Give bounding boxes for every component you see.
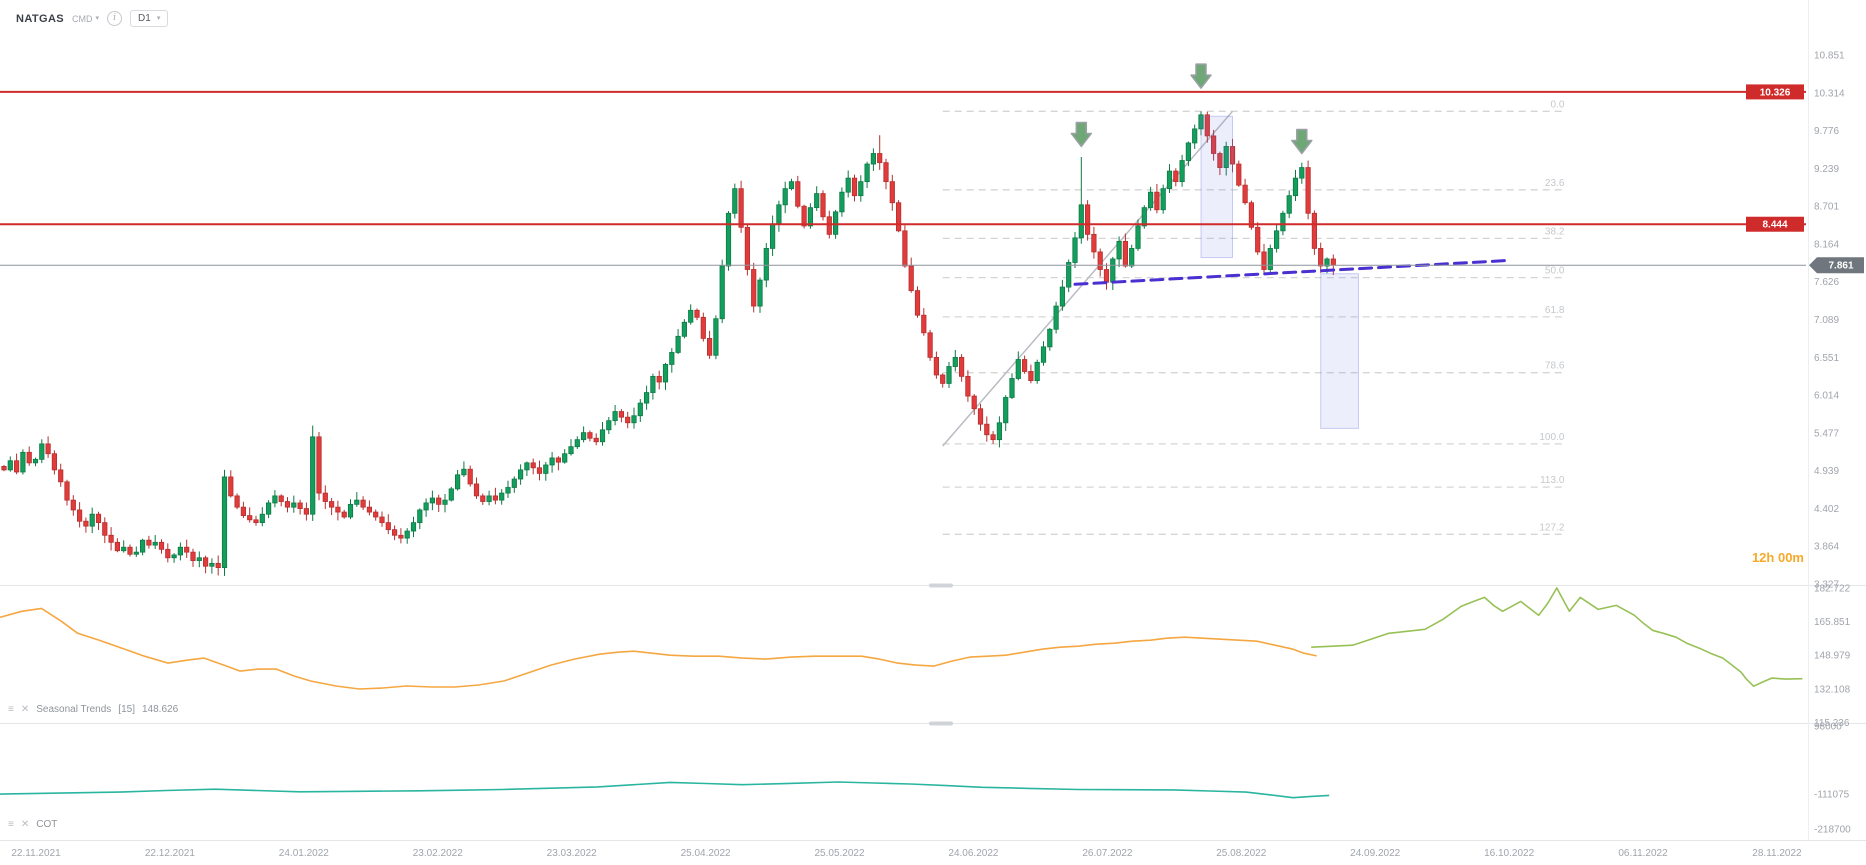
market-tag-label: CMD (72, 13, 93, 24)
indicator-axis-label: 148.979 (1814, 651, 1851, 662)
timeframe-label: D1 (138, 13, 151, 24)
fibonacci-level-label: 113.0 (1540, 475, 1565, 486)
fibonacci-level-label: 100.0 (1539, 432, 1564, 443)
chart-header: NATGAS CMD ▾ i D1 ▾ (16, 10, 169, 27)
indicator-axis-label: 132.108 (1814, 684, 1851, 695)
time-axis-label: 24.06.2022 (948, 848, 998, 859)
fibonacci-level-label: 38.2 (1545, 226, 1565, 237)
sell-arrow-icon[interactable] (1291, 128, 1313, 155)
highlight-zone[interactable] (1200, 115, 1233, 259)
time-axis-label: 25.08.2022 (1216, 848, 1266, 859)
current-price-tag (1809, 257, 1864, 274)
indicator-axis-label: 165.851 (1814, 617, 1851, 628)
fibonacci-level-label: 78.6 (1545, 361, 1565, 372)
indicator-close-icon[interactable]: ✕ (20, 818, 30, 830)
sell-arrow-icon[interactable] (1190, 63, 1212, 89)
indicator-value: 148.626 (141, 704, 179, 715)
seasonal-indicator-label: ≡ ✕ Seasonal Trends [15] 148.626 (8, 704, 178, 715)
seasonal-history (0, 607, 1317, 690)
indicator-name: Seasonal Trends (36, 704, 112, 715)
indicator-axis-label: -111075 (1814, 790, 1850, 801)
time-axis-label: 28.11.2022 (1752, 848, 1802, 859)
price-axis-label: 10.851 (1814, 51, 1845, 62)
price-axis-label: 6.551 (1814, 353, 1839, 364)
chevron-down-icon: ▾ (156, 15, 161, 22)
cot-line (0, 781, 1330, 799)
time-axis-label: 06.11.2022 (1618, 848, 1668, 859)
time-axis-label: 23.03.2022 (547, 848, 597, 859)
chevron-down-icon: ▾ (95, 15, 100, 22)
resistance-price-tag-label: 8.444 (1762, 220, 1787, 231)
indicator-name: COT (36, 819, 58, 830)
indicator-axis-label: -218700 (1814, 825, 1851, 836)
price-axis-label: 4.939 (1814, 466, 1839, 477)
resistance-price-tag-label: 10.326 (1760, 87, 1791, 98)
time-axis-label: 16.10.2022 (1484, 848, 1534, 859)
price-axis-label: 6.014 (1814, 391, 1839, 402)
panel-resize-grip[interactable] (929, 721, 953, 726)
price-axis-label: 9.776 (1814, 126, 1839, 137)
price-axis-label: 10.314 (1814, 88, 1845, 99)
market-tag[interactable]: CMD ▾ (72, 14, 99, 24)
price-axis-label: 5.477 (1814, 428, 1839, 439)
price-axis-label: 3.327 (1814, 580, 1839, 591)
price-axis-label: 8.164 (1814, 239, 1839, 250)
indicator-axis-label: 182.722 (1814, 584, 1851, 595)
price-axis-label: 4.402 (1814, 504, 1839, 515)
price-axis-label: 3.864 (1814, 542, 1839, 553)
indicator-menu-icon[interactable]: ≡ (8, 818, 14, 830)
timeframe-selector[interactable]: D1 ▾ (130, 10, 169, 27)
resistance-price-tag (1746, 216, 1804, 232)
cot-indicator-label: ≡ ✕ COT (8, 819, 57, 830)
price-axis-label: 9.239 (1814, 164, 1839, 175)
resistance-price-tag (1746, 84, 1804, 100)
time-axis-label: 22.11.2021 (11, 848, 61, 859)
indicator-axis-label: 98000 (1814, 722, 1842, 733)
support-trendline[interactable] (1073, 258, 1512, 286)
time-axis-label: 23.02.2022 (413, 848, 463, 859)
fibonacci-level-label: 50.0 (1545, 266, 1565, 277)
price-axis-label: 7.089 (1814, 315, 1839, 326)
current-price-tag-label: 7.861 (1828, 261, 1853, 272)
time-axis-label: 22.12.2021 (145, 848, 195, 859)
time-axis-label: 26.07.2022 (1082, 848, 1132, 859)
indicator-menu-icon[interactable]: ≡ (8, 703, 14, 715)
fibonacci-level-label: 23.6 (1545, 178, 1565, 189)
candle-close-countdown: 12h 00m (1751, 550, 1804, 565)
time-axis-label: 25.04.2022 (681, 848, 731, 859)
fibonacci-level-label: 0.0 (1550, 99, 1564, 110)
info-icon[interactable]: i (107, 11, 123, 26)
candlestick-series (1, 111, 1336, 576)
indicator-axis-label: 115.236 (1814, 718, 1850, 729)
time-axis-label: 24.09.2022 (1350, 848, 1400, 859)
time-axis-label: 25.05.2022 (814, 848, 864, 859)
price-axis-label: 7.626 (1814, 277, 1839, 288)
time-axis-label: 24.01.2022 (279, 848, 329, 859)
indicator-param: [15] (118, 704, 135, 715)
fibonacci-level-label: 61.8 (1545, 305, 1565, 316)
seasonal-projection (1311, 587, 1803, 688)
symbol-name: NATGAS (16, 12, 65, 25)
price-axis-label: 8.701 (1814, 202, 1839, 213)
fibonacci-level-label: 127.2 (1539, 522, 1564, 533)
sell-arrow-icon[interactable] (1070, 121, 1093, 148)
highlight-zone[interactable] (1320, 273, 1359, 429)
panel-resize-grip[interactable] (929, 583, 953, 588)
indicator-close-icon[interactable]: ✕ (20, 703, 30, 715)
